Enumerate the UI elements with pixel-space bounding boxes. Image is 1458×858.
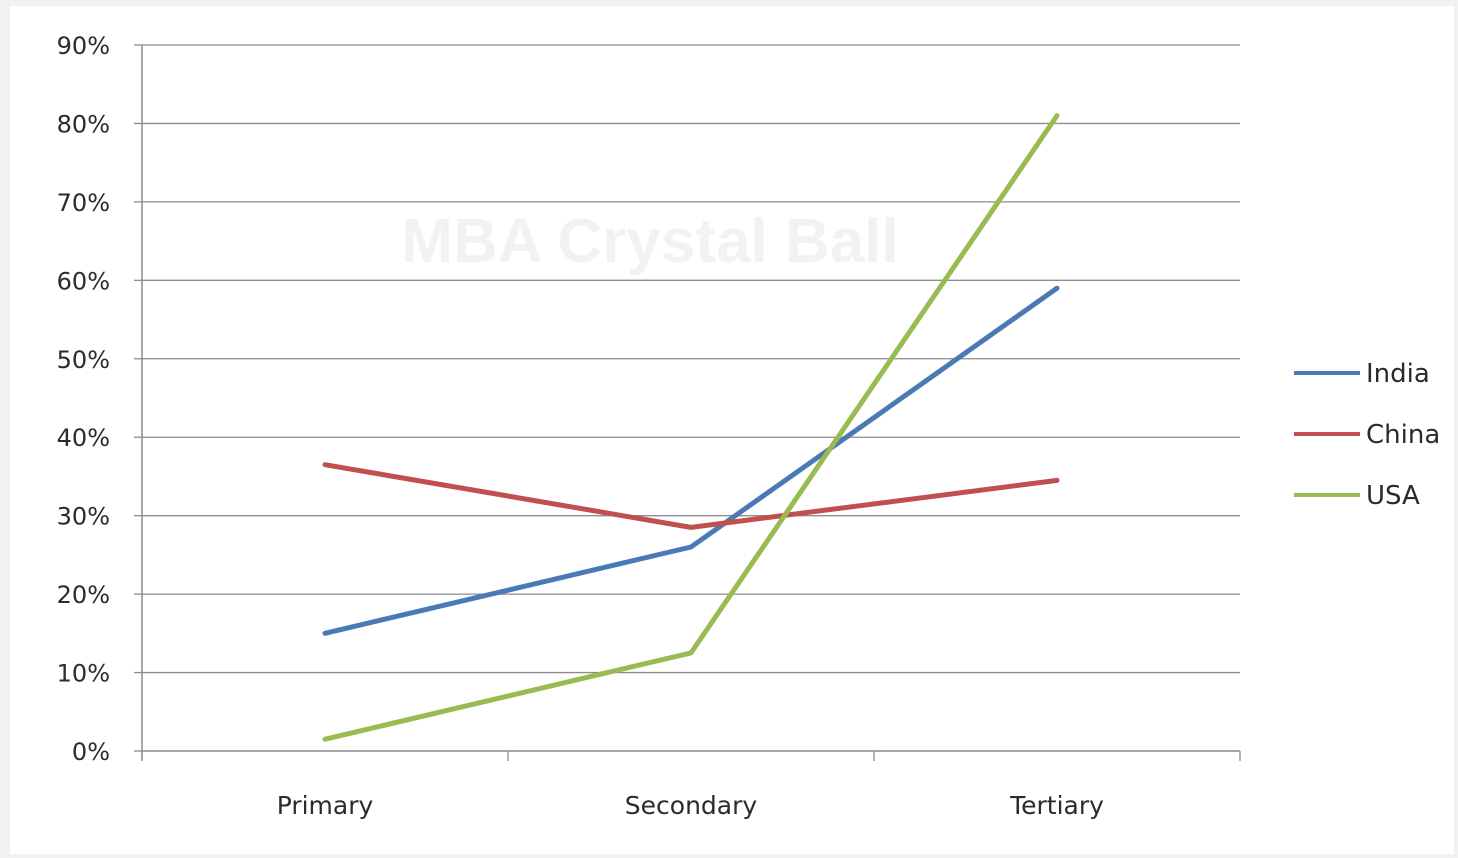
legend: India China USA xyxy=(1294,359,1440,511)
y-tick-label: 20% xyxy=(57,581,110,609)
series-lines xyxy=(322,113,1060,742)
y-tick-label: 60% xyxy=(57,267,110,295)
series-line-usa xyxy=(322,113,1060,742)
legend-label-india: India xyxy=(1366,359,1430,389)
y-tick-label: 80% xyxy=(57,110,110,138)
series-line-china xyxy=(322,462,1060,530)
x-category-label: Tertiary xyxy=(1009,791,1104,820)
gridlines xyxy=(142,44,1240,674)
y-tick-label: 50% xyxy=(57,346,110,374)
y-tick-label: 70% xyxy=(57,189,110,217)
y-tick-label: 10% xyxy=(57,660,110,688)
axes: 0% 10% 20% 30% 40% 50% 60% 70% 80% 90% Primary Seco… xyxy=(57,32,1241,820)
legend-label-china: China xyxy=(1366,420,1440,450)
watermark-text: MBA Crystal Ball xyxy=(401,207,898,276)
x-category-label: Primary xyxy=(277,791,374,820)
x-category-label: Secondary xyxy=(625,791,758,820)
legend-label-usa: USA xyxy=(1366,481,1420,511)
series-line-india xyxy=(322,285,1060,636)
y-tick-label: 0% xyxy=(72,738,110,766)
y-tick-label: 90% xyxy=(57,32,110,60)
y-tick-label: 30% xyxy=(57,503,110,531)
y-tick-label: 40% xyxy=(57,424,110,452)
chart-area xyxy=(10,6,1454,854)
